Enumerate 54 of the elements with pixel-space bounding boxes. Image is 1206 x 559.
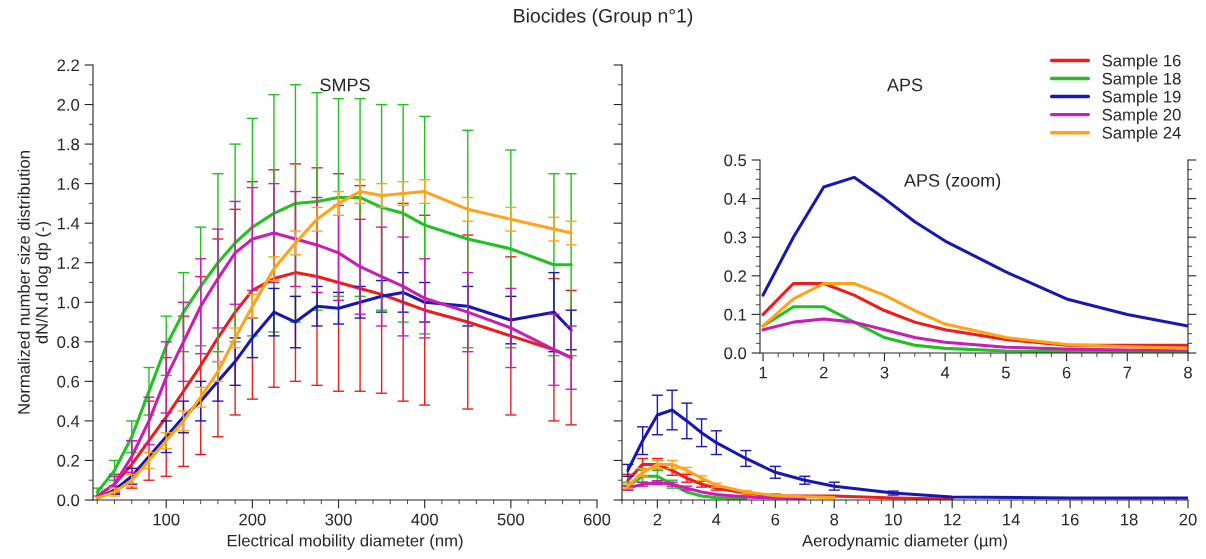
x-tick-label: 7 <box>1123 366 1132 379</box>
x-tick-label: 16 <box>1062 513 1079 526</box>
y-tick-label: 1.6 <box>57 178 80 190</box>
x-tick-label: 200 <box>239 513 266 526</box>
y-tick-label: 0.4 <box>724 193 747 205</box>
x-tick-label: 2 <box>819 366 828 379</box>
y-tick-label: 2.0 <box>57 98 80 111</box>
x-tick-label: 20 <box>1179 513 1197 526</box>
x-tick-label: 3 <box>880 366 889 379</box>
y-tick-label: 2.2 <box>57 59 79 72</box>
y-tick-label: 1.4 <box>57 217 80 230</box>
legend-label: Sample 19 <box>1102 90 1181 106</box>
y-tick-label: 1.0 <box>57 296 80 309</box>
y-axis-title: Normalized number size distribution dN/N.d log dp (-) <box>17 151 52 414</box>
legend-label: Sample 24 <box>1102 126 1181 142</box>
legend-label: Sample 18 <box>1102 72 1181 88</box>
legend-label: Sample 16 <box>1102 54 1181 70</box>
y-tick-label: 0.5 <box>724 154 747 167</box>
y-tick-label: 0.4 <box>57 415 80 428</box>
legend-label: Sample 20 <box>1102 108 1181 124</box>
y-tick-label: 0.2 <box>57 454 79 467</box>
x-tick-label: 8 <box>830 513 839 526</box>
y-tick-label: 0.0 <box>724 347 747 360</box>
x-axis-title: Electrical mobility diameter (nm) <box>227 534 463 550</box>
y-tick-label: 0.6 <box>57 375 80 388</box>
x-tick-label: 4 <box>940 366 950 379</box>
text: SMPS <box>320 78 370 92</box>
text: APS (zoom) <box>903 173 1001 191</box>
x-tick-label: 100 <box>153 513 180 526</box>
x-tick-label: 6 <box>1062 366 1071 379</box>
y-tick-label: 0.0 <box>57 494 80 507</box>
x-tick-label: 600 <box>583 513 611 526</box>
x-tick-label: 18 <box>1121 513 1138 526</box>
text: APS <box>886 78 923 92</box>
x-tick-label: 10 <box>885 513 902 526</box>
y-tick-label: 1.8 <box>57 138 80 151</box>
x-tick-label: 2 <box>653 513 662 526</box>
x-tick-label: 8 <box>1184 366 1192 379</box>
y-tick-label: 0.3 <box>724 231 747 244</box>
x-tick-label: 6 <box>771 513 780 526</box>
y-tick-label: 0.1 <box>724 308 746 321</box>
y-tick-label: 1.2 <box>57 257 79 269</box>
x-tick-label: 1 <box>759 366 767 379</box>
x-tick-label: 5 <box>1001 366 1010 379</box>
x-tick-label: 500 <box>497 513 525 526</box>
text: Biocides (Group n°1) <box>514 8 693 27</box>
x-tick-label: 4 <box>712 513 721 526</box>
y-tick-label: 0.8 <box>57 336 80 349</box>
x-axis-title: Aerodynamic diameter (µm) <box>802 534 1007 550</box>
x-tick-label: 14 <box>1003 513 1020 526</box>
y-tick-label: 0.2 <box>724 270 746 282</box>
x-tick-label: 300 <box>325 513 352 526</box>
x-tick-label: 12 <box>944 513 961 526</box>
x-tick-label: 400 <box>411 513 438 526</box>
